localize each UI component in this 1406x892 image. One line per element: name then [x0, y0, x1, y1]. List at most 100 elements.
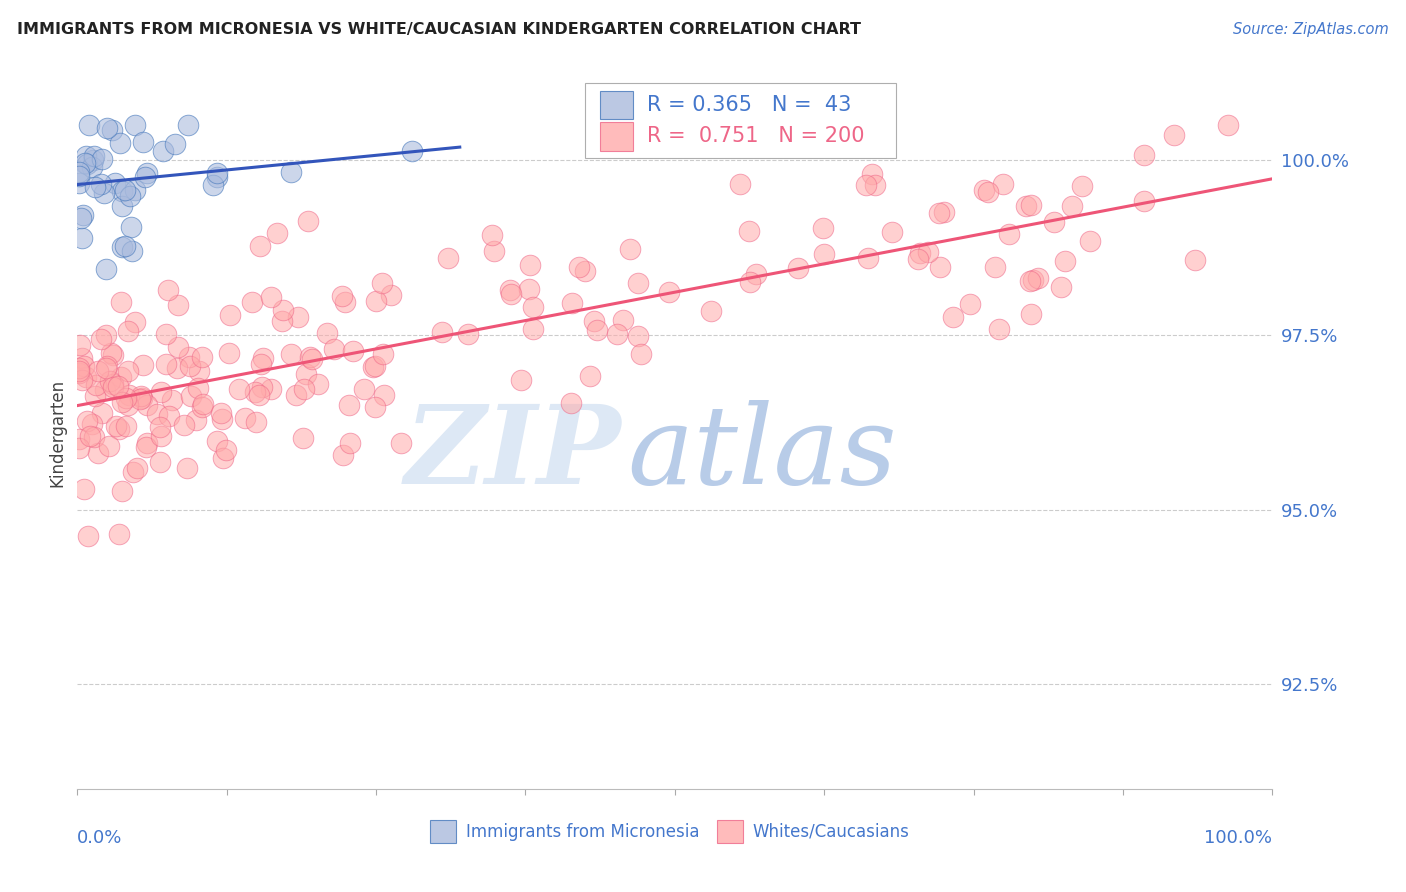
Point — [271, 314, 294, 328]
Point — [209, 406, 232, 420]
Point — [1019, 307, 1042, 321]
Point — [228, 383, 250, 397]
Point — [292, 431, 315, 445]
Point — [117, 364, 139, 378]
Point — [67, 169, 90, 184]
Point — [205, 166, 228, 180]
Point — [457, 327, 479, 342]
Point — [1071, 179, 1094, 194]
Point — [173, 418, 195, 433]
Point — [205, 169, 228, 184]
Point — [155, 357, 177, 371]
Point — [249, 238, 271, 252]
Point — [658, 285, 681, 299]
Point — [70, 211, 93, 225]
Point — [287, 310, 309, 324]
Point — [121, 244, 143, 258]
Point — [96, 327, 118, 342]
Point — [114, 238, 136, 252]
Point — [250, 357, 273, 371]
Point — [583, 314, 606, 328]
Text: Whites/Caucasians: Whites/Caucasians — [752, 822, 910, 840]
Point — [1022, 273, 1045, 287]
Point — [110, 294, 132, 309]
Point — [295, 368, 318, 382]
Point — [202, 178, 225, 193]
Point — [250, 379, 273, 393]
Point — [98, 374, 121, 388]
FancyBboxPatch shape — [430, 820, 456, 843]
Point — [630, 346, 652, 360]
Point — [108, 422, 131, 436]
Point — [401, 145, 423, 159]
Point — [1043, 214, 1066, 228]
Point — [333, 295, 356, 310]
Point — [83, 389, 105, 403]
Point — [364, 293, 387, 308]
Point — [509, 373, 531, 387]
FancyBboxPatch shape — [717, 820, 742, 843]
Point — [339, 435, 361, 450]
Point — [606, 326, 628, 341]
Point — [135, 436, 157, 450]
Point — [84, 377, 107, 392]
Point — [149, 420, 172, 434]
Point — [111, 484, 134, 499]
Point — [299, 350, 322, 364]
Point — [108, 527, 131, 541]
Point — [134, 170, 156, 185]
Point — [77, 528, 100, 542]
Point — [332, 289, 354, 303]
Point — [107, 379, 129, 393]
Point — [150, 428, 173, 442]
Point — [1184, 252, 1206, 267]
Point — [111, 240, 134, 254]
Point — [101, 123, 124, 137]
Point — [79, 429, 101, 443]
Point — [568, 260, 591, 274]
Point — [72, 208, 94, 222]
Point — [1133, 147, 1156, 161]
Point — [612, 312, 634, 326]
Point — [124, 315, 146, 329]
Point — [560, 396, 582, 410]
Point — [218, 308, 240, 322]
Point — [481, 227, 503, 242]
Point — [132, 358, 155, 372]
Point — [132, 135, 155, 149]
Point — [207, 434, 229, 448]
Y-axis label: Kindergarten: Kindergarten — [48, 378, 66, 487]
Point — [156, 283, 179, 297]
Point — [114, 183, 136, 197]
Point — [984, 260, 1007, 274]
Point — [728, 178, 751, 192]
Point — [117, 398, 139, 412]
Point — [111, 395, 134, 409]
Text: IMMIGRANTS FROM MICRONESIA VS WHITE/CAUCASIAN KINDERGARTEN CORRELATION CHART: IMMIGRANTS FROM MICRONESIA VS WHITE/CAUC… — [17, 22, 860, 37]
Point — [188, 364, 211, 378]
Point — [90, 332, 112, 346]
Point — [80, 417, 103, 431]
Point — [177, 118, 200, 132]
Point — [94, 262, 117, 277]
Point — [191, 400, 214, 414]
Point — [522, 322, 544, 336]
Point — [307, 377, 329, 392]
Point — [90, 177, 112, 191]
Point — [561, 295, 583, 310]
Point — [910, 246, 932, 260]
Point — [522, 300, 544, 314]
Point — [700, 303, 723, 318]
Point — [811, 220, 834, 235]
Point — [114, 392, 136, 406]
Point — [1053, 253, 1076, 268]
Point — [76, 157, 98, 171]
Point — [574, 264, 596, 278]
Point — [155, 327, 177, 342]
Point — [67, 165, 90, 179]
Point — [484, 244, 506, 258]
Text: R =  0.751   N = 200: R = 0.751 N = 200 — [647, 127, 865, 146]
Point — [96, 120, 118, 135]
Point — [1163, 128, 1185, 142]
Point — [120, 188, 142, 202]
